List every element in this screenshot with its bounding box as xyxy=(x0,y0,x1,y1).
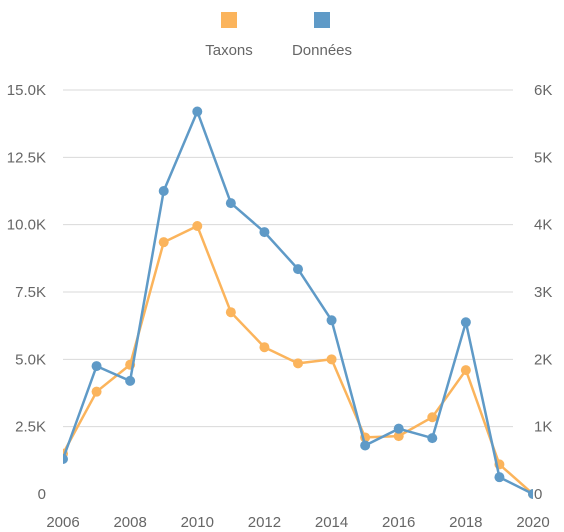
data-point[interactable] xyxy=(427,412,438,423)
data-point[interactable] xyxy=(326,315,337,326)
left-y-tick-label: 2.5K xyxy=(15,419,46,436)
data-point[interactable] xyxy=(393,431,404,442)
data-point[interactable] xyxy=(259,227,270,238)
legend-label: Données xyxy=(292,42,352,59)
data-point[interactable] xyxy=(91,386,102,397)
right-y-tick-label: 0 xyxy=(534,486,542,503)
series-taxons xyxy=(63,221,533,499)
right-y-tick-label: 5K xyxy=(534,149,552,166)
x-tick-label: 2016 xyxy=(382,514,415,531)
data-point[interactable] xyxy=(225,307,236,318)
legend-swatch xyxy=(221,12,237,28)
data-point[interactable] xyxy=(326,354,337,365)
data-point[interactable] xyxy=(494,472,505,483)
series-line xyxy=(63,224,533,495)
data-point[interactable] xyxy=(528,489,538,499)
legend-item-donnees[interactable]: Données xyxy=(292,12,352,59)
left-y-tick-label: 10.0K xyxy=(7,217,46,234)
series-line xyxy=(63,110,533,496)
right-y-tick-label: 4K xyxy=(534,217,552,234)
data-point[interactable] xyxy=(158,186,169,196)
left-y-tick-label: 5.0K xyxy=(15,351,46,368)
right-y-tick-label: 6K xyxy=(534,82,552,99)
x-axis: 2006 2008 2010 2012 2014 2016 2018 2020 xyxy=(46,514,549,531)
data-point[interactable] xyxy=(293,264,303,275)
x-tick-label: 2010 xyxy=(181,514,214,531)
legend-item-taxons[interactable]: Taxons xyxy=(205,12,253,59)
legend[interactable]: Taxons Données xyxy=(205,12,352,59)
data-point[interactable] xyxy=(91,361,102,372)
x-tick-label: 2008 xyxy=(113,514,146,531)
legend-swatch xyxy=(314,12,330,28)
data-point[interactable] xyxy=(125,375,136,386)
series-layer xyxy=(58,106,538,499)
gridlines xyxy=(63,89,513,428)
data-point[interactable] xyxy=(259,342,270,353)
legend-label: Taxons xyxy=(205,42,253,59)
data-point[interactable] xyxy=(293,358,303,369)
left-y-tick-label: 12.5K xyxy=(7,149,46,166)
data-point[interactable] xyxy=(225,198,236,209)
data-point[interactable] xyxy=(460,317,471,328)
left-y-tick-label: 0 xyxy=(38,486,46,503)
series-donnees xyxy=(58,106,538,499)
right-y-tick-label: 2K xyxy=(534,351,552,368)
x-tick-label: 2020 xyxy=(516,514,549,531)
right-y-tick-label: 1K xyxy=(534,419,552,436)
data-point[interactable] xyxy=(393,423,404,434)
left-y-tick-label: 7.5K xyxy=(15,284,46,301)
x-tick-label: 2012 xyxy=(248,514,281,531)
x-tick-label: 2014 xyxy=(315,514,348,531)
left-y-axis: 0 2.5K 5.0K 7.5K 10.0K 12.5K 15.0K xyxy=(7,82,46,503)
data-point[interactable] xyxy=(158,237,169,248)
x-tick-label: 2006 xyxy=(46,514,79,531)
data-point[interactable] xyxy=(58,453,68,464)
data-point[interactable] xyxy=(360,440,371,451)
data-point[interactable] xyxy=(192,221,203,232)
right-y-tick-label: 3K xyxy=(534,284,552,301)
x-tick-label: 2018 xyxy=(449,514,482,531)
right-y-axis: 0 1K 2K 3K 4K 5K 6K xyxy=(534,82,552,503)
left-y-tick-label: 15.0K xyxy=(7,82,46,99)
data-point[interactable] xyxy=(192,106,203,117)
data-point[interactable] xyxy=(427,433,438,444)
data-point[interactable] xyxy=(460,365,471,376)
